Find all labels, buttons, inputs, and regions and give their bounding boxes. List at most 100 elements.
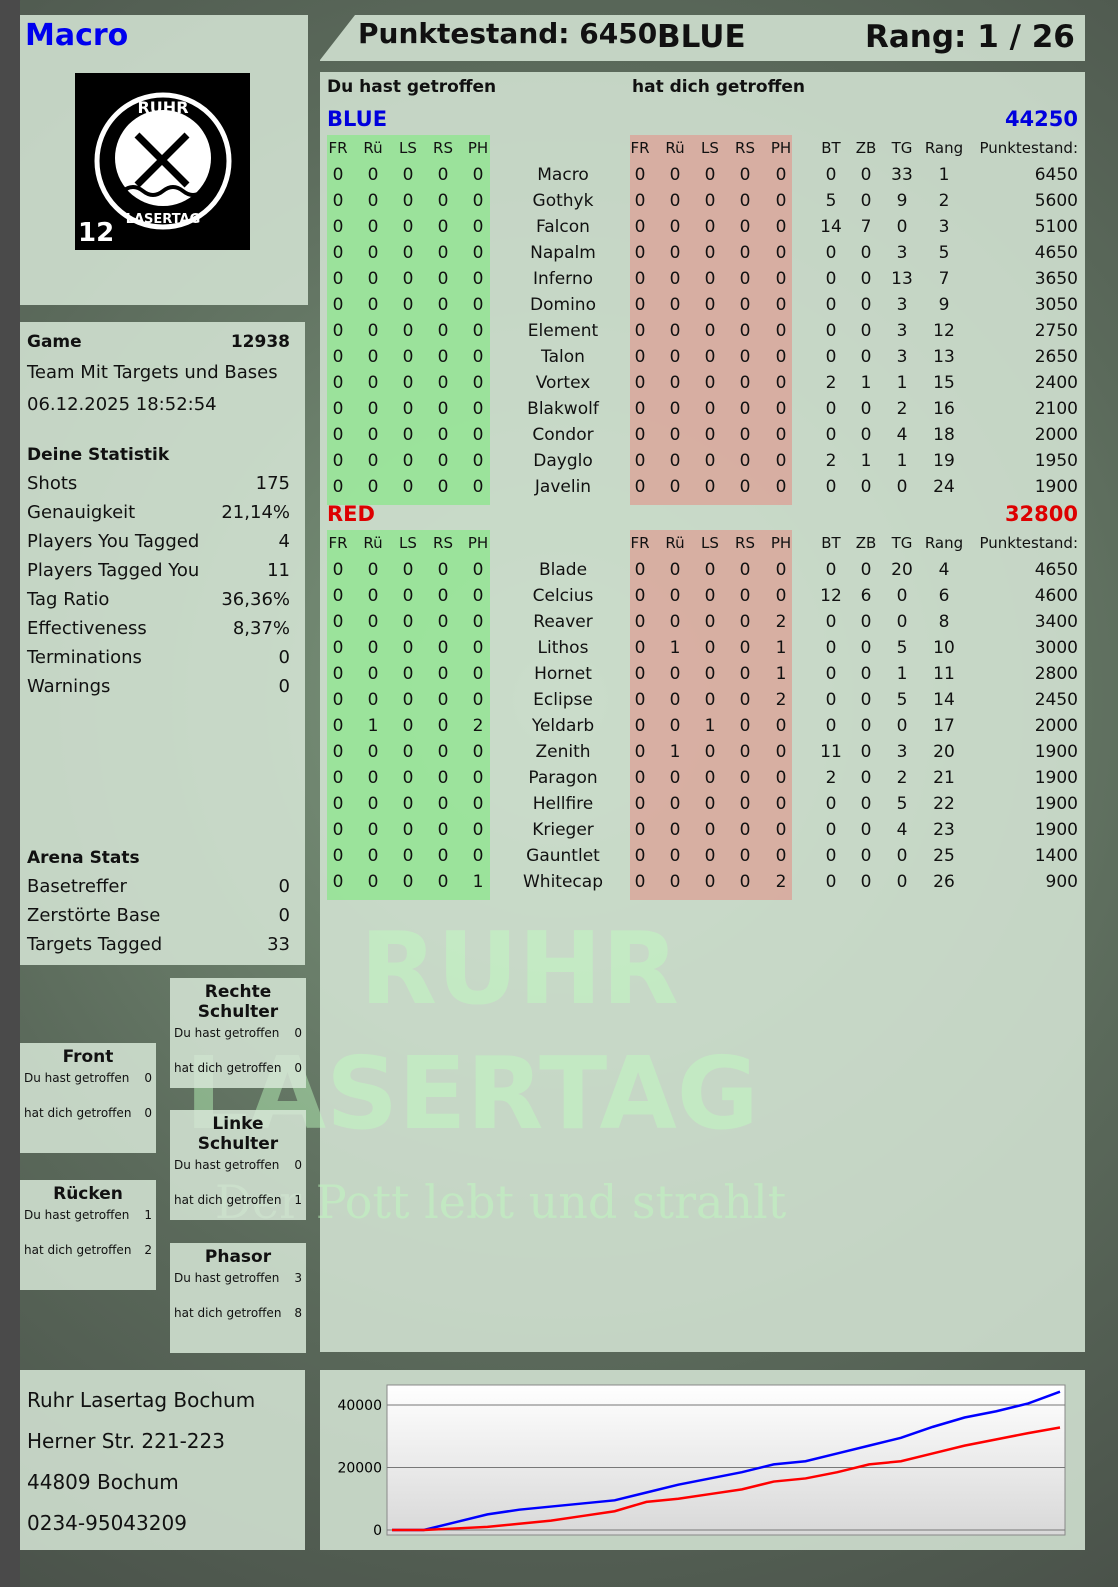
zone-line: Du hast getroffen 0	[24, 1071, 152, 1106]
stat-row: Targets Tagged 33	[27, 930, 290, 959]
stat-value: 11	[267, 560, 290, 581]
zone-line: Du hast getroffen 3	[174, 1271, 302, 1306]
zone-line: Du hast getroffen 0	[174, 1158, 302, 1193]
stat-row: Players Tagged You 11	[27, 556, 290, 585]
stat-row: Effectiveness 8,37%	[27, 614, 290, 643]
zone-line-label: Du hast getroffen	[24, 1208, 130, 1222]
address-name: Ruhr Lasertag Bochum	[27, 1388, 256, 1412]
stat-label: Warnings	[27, 676, 111, 697]
left-bar	[0, 0, 20, 1587]
zone-title: Rechte Schulter	[197, 982, 279, 1022]
zone-line-value: 0	[294, 1158, 302, 1172]
zone-line-value: 0	[294, 1026, 302, 1040]
stat-row: Terminations 0	[27, 643, 290, 672]
arena-title: Arena Stats	[27, 847, 140, 868]
game-label: Game	[27, 331, 82, 352]
zone-line-label: Du hast getroffen	[174, 1271, 280, 1285]
zone-line: hat dich getroffen 0	[174, 1061, 302, 1096]
stat-row: Genauigkeit 21,14%	[27, 498, 290, 527]
score-chart-panel: 0 20000 40000	[320, 1370, 1085, 1550]
y-tick-label: 40000	[337, 1398, 382, 1414]
zone-line: Du hast getroffen 0	[174, 1026, 302, 1061]
stat-label: Basetreffer	[27, 876, 127, 897]
zone-line-label: hat dich getroffen	[174, 1061, 282, 1075]
stat-label: Shots	[27, 473, 78, 494]
stats-panel: Game 12938 Team Mit Targets und Bases 06.…	[20, 322, 305, 965]
series-line-0	[392, 1390, 1061, 1532]
svg-text:12: 12	[78, 218, 114, 248]
zone-line-label: hat dich getroffen	[24, 1106, 132, 1120]
header-team: BLUE	[657, 19, 746, 55]
stat-value: 33	[267, 934, 290, 955]
hit-zone-1: Rücken Du hast getroffen 1 hat dich getroff…	[20, 1180, 156, 1290]
zone-title: Front	[62, 1047, 114, 1067]
zone-line: hat dich getroffen 8	[174, 1306, 302, 1341]
address-street: Herner Str. 221-223	[27, 1429, 225, 1453]
stat-label: Genauigkeit	[27, 502, 136, 523]
zone-line-label: hat dich getroffen	[24, 1243, 132, 1257]
stat-label: Players Tagged You	[27, 560, 200, 581]
stat-row: Zerstörte Base 0	[27, 901, 290, 930]
watermark-slogan: Der Pott lebt und strahlt	[215, 1175, 787, 1229]
zone-title: Rücken	[53, 1184, 123, 1204]
y-tick-label: 20000	[337, 1461, 382, 1477]
stat-value: 36,36%	[221, 589, 290, 610]
player-name: Macro	[25, 18, 129, 53]
header-score: Punktestand: 6450	[358, 17, 658, 50]
stat-value: 0	[278, 676, 290, 697]
stat-label: Zerstörte Base	[27, 905, 161, 926]
stat-value: 0	[278, 647, 290, 668]
game-datetime: 06.12.2025 18:52:54	[27, 393, 217, 415]
svg-text:RUHR: RUHR	[137, 98, 188, 117]
stat-label: Terminations	[27, 647, 142, 668]
address-panel: Ruhr Lasertag Bochum Herner Str. 221-223…	[20, 1370, 305, 1550]
stats-title: Deine Statistik	[27, 444, 170, 465]
stat-value: 4	[278, 531, 290, 552]
zone-line: Du hast getroffen 1	[24, 1208, 152, 1243]
team-logo: RUHR LASERTAG 12	[75, 73, 250, 250]
scoreboard-panel	[320, 72, 1085, 1352]
hit-zone-4: Phasor Du hast getroffen 3 hat dich getroff…	[170, 1243, 306, 1353]
game-id: 12938	[230, 331, 290, 352]
plot-area	[386, 1384, 1066, 1536]
zone-line-value: 1	[294, 1193, 302, 1207]
zone-line: hat dich getroffen 1	[174, 1193, 302, 1228]
zone-line-label: Du hast getroffen	[174, 1026, 280, 1040]
stat-value: 21,14%	[221, 502, 290, 523]
stat-value: 0	[278, 876, 290, 897]
stat-label: Players You Tagged	[27, 531, 200, 552]
stat-value: 8,37%	[232, 618, 290, 639]
header-bar: Punktestand: 6450 BLUE Rang: 1 / 26	[320, 15, 1085, 61]
stat-label: Effectiveness	[27, 618, 147, 639]
stat-row: Tag Ratio 36,36%	[27, 585, 290, 614]
series-line-1	[392, 1426, 1061, 1532]
stat-value: 175	[255, 473, 290, 494]
zone-line-value: 3	[294, 1271, 302, 1285]
zone-line-label: Du hast getroffen	[24, 1071, 130, 1085]
stat-label: Tag Ratio	[27, 589, 110, 610]
address-phone: 0234-95043209	[27, 1511, 187, 1535]
stat-row: Players You Tagged 4	[27, 527, 290, 556]
address-city: 44809 Bochum	[27, 1470, 179, 1494]
hit-zone-2: Rechte Schulter Du hast getroffen 0 hat dic…	[170, 978, 306, 1088]
zone-line-value: 0	[144, 1106, 152, 1120]
svg-text:LASERTAG: LASERTAG	[126, 212, 201, 227]
zone-title: Phasor	[204, 1247, 272, 1267]
zone-line-value: 0	[144, 1071, 152, 1085]
zone-line: hat dich getroffen 2	[24, 1243, 152, 1278]
zone-line-label: Du hast getroffen	[174, 1158, 280, 1172]
zone-title: Linke Schulter	[197, 1114, 279, 1154]
stat-value: 0	[278, 905, 290, 926]
stat-row: Basetreffer 0	[27, 872, 290, 901]
zone-line-value: 1	[144, 1208, 152, 1222]
game-mode: Team Mit Targets und Bases	[27, 361, 278, 383]
hit-zone-0: Front Du hast getroffen 0 hat dich getroffe…	[20, 1043, 156, 1153]
watermark: RUHR	[360, 910, 679, 1027]
stat-row: Shots 175	[27, 469, 290, 498]
y-tick-label: 0	[373, 1523, 382, 1539]
hit-zone-3: Linke Schulter Du hast getroffen 0 hat dich…	[170, 1110, 306, 1220]
player-panel: Macro RUHR LASERTAG 12	[20, 15, 308, 305]
stat-label: Targets Tagged	[27, 934, 163, 955]
zone-line-label: hat dich getroffen	[174, 1306, 282, 1320]
zone-line-value: 0	[294, 1061, 302, 1075]
